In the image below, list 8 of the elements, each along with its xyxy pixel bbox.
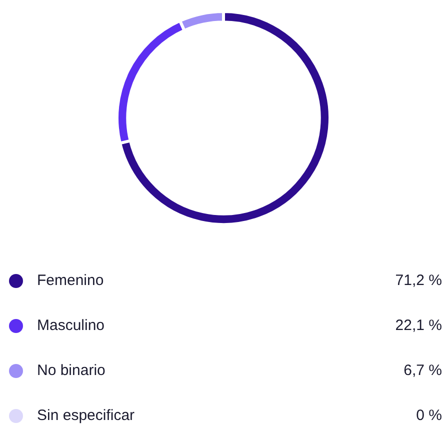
- legend-label: Masculino: [37, 317, 105, 334]
- legend-label: Sin especificar: [37, 407, 135, 424]
- data-label: 6,7 %: [404, 362, 442, 379]
- legend-label: Femenino: [37, 272, 104, 289]
- data-label: 22,1 %: [395, 317, 442, 334]
- text: 0 %: [416, 407, 442, 424]
- legend-label: No binario: [37, 362, 106, 379]
- data-label: 71,2 %: [395, 272, 442, 289]
